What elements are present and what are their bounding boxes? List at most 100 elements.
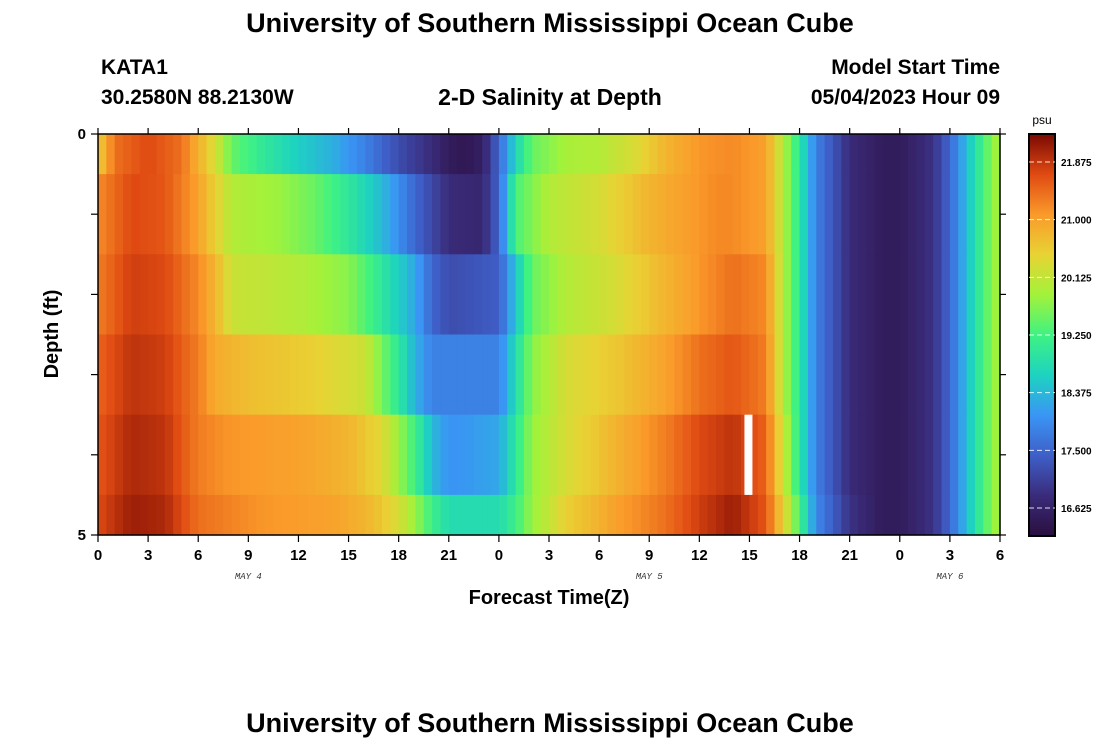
heatmap-cell [156,494,166,536]
heatmap-cell [832,134,842,175]
heatmap-cell [206,494,216,536]
heatmap-cell [665,414,675,496]
heatmap-cell [816,414,826,496]
heatmap-cell [757,254,767,336]
x-tick-label: 18 [390,547,407,564]
heatmap-cell [657,334,667,416]
heatmap-cell [549,334,558,416]
heatmap-cell [540,134,550,175]
heatmap-cell [248,334,258,416]
heatmap-cell [323,414,333,496]
x-tick-label: 18 [791,547,808,564]
heatmap-cell [290,254,300,336]
heatmap-cell [665,334,675,416]
heatmap-cell [557,254,567,336]
heatmap-cell [290,494,300,536]
heatmap-cell [473,174,483,255]
heatmap-cell [866,174,876,255]
heatmap-cell [774,334,784,416]
heatmap-cell [348,334,358,416]
heatmap-cell [599,134,609,175]
heatmap-cell [716,334,725,416]
heatmap-cell [457,134,467,175]
heatmap-cell [457,254,467,336]
heatmap-cell [465,174,475,255]
heatmap-cell [265,134,274,175]
heatmap-cell [407,334,416,416]
heatmap-cell [649,254,659,336]
date-label: MAY 5 [636,572,664,582]
heatmap-cell [966,494,976,536]
heatmap-cell [807,254,817,336]
heatmap-cell [98,334,107,416]
heatmap-cell [114,414,124,496]
heatmap-cell [532,254,542,336]
heatmap-cell [883,334,893,416]
x-axis-label: Forecast Time(Z) [469,587,630,609]
heatmap-cell [507,254,517,336]
heatmap-cell [724,494,734,536]
heatmap-cell [540,334,550,416]
heatmap-cell [498,134,508,175]
heatmap-cell [690,414,700,496]
heatmap-cell [223,494,233,536]
heatmap-cell [131,254,141,336]
heatmap-cell [866,134,876,175]
heatmap-cell [139,494,149,536]
heatmap-cell [657,174,667,255]
heatmap-cell [749,174,759,255]
heatmap-cell [632,134,642,175]
heatmap-cell [340,254,350,336]
heatmap-cell [98,174,107,255]
heatmap-cell [832,174,842,255]
heatmap-cell [198,414,208,496]
heatmap-cell [432,134,442,175]
heatmap-cell [189,334,199,416]
heatmap-cell [532,494,542,536]
heatmap-cell [983,174,993,255]
heatmap-cell [331,414,341,496]
heatmap-cell [281,494,291,536]
heatmap-cell [390,134,400,175]
heatmap-cell [565,254,575,336]
heatmap-cell [832,254,842,336]
page-title: University of Southern Mississippi Ocean… [246,8,854,38]
heatmap-cell [273,254,283,336]
heatmap-cell [181,494,191,536]
heatmap-cell [306,414,316,496]
heatmap-cell [214,334,224,416]
heatmap-cell [273,174,283,255]
heatmap-cell [958,254,968,336]
heatmap-cell [674,414,684,496]
heatmap-cell [866,494,876,536]
heatmap-cell [432,334,442,416]
heatmap-cell [148,494,158,536]
heatmap-cell [256,134,266,175]
heatmap-cell [440,334,450,416]
heatmap-cell [858,414,867,496]
heatmap-cell [883,254,893,336]
heatmap-cell [482,414,492,496]
heatmap-cell [899,174,909,255]
heatmap-cell [248,174,258,255]
heatmap-cell [273,494,283,536]
heatmap-cell [557,134,567,175]
heatmap-cell [858,134,867,175]
heatmap-cell [381,494,391,536]
heatmap-cell [306,254,316,336]
heatmap-cell [832,494,842,536]
heatmap-cell [724,174,734,255]
heatmap-cell [983,334,993,416]
heatmap-cell [365,174,375,255]
heatmap-cell [173,414,183,496]
heatmap-cell [440,254,450,336]
heatmap-cell [974,334,984,416]
heatmap-cell [523,494,533,536]
heatmap-cell [223,414,233,496]
heatmap-cell [557,334,567,416]
heatmap-cell [189,254,199,336]
heatmap-cell [741,134,751,175]
heatmap-cell [482,174,492,255]
heatmap-cell [841,174,851,255]
heatmap-cell [181,254,191,336]
